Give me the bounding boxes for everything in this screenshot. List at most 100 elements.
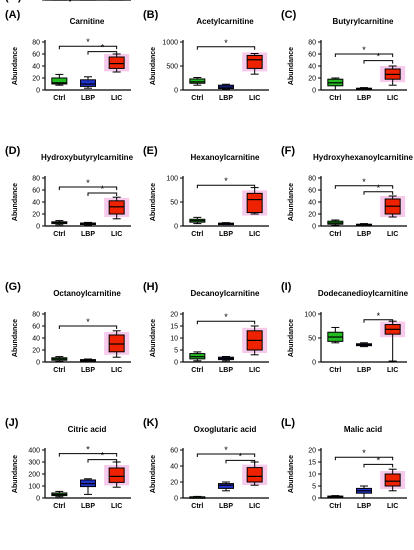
x-category-label: LIC (111, 0, 122, 2)
y-tick-label: 40 (308, 64, 316, 71)
x-category-label: Ctrl (329, 367, 341, 374)
x-category-label: LBP (357, 231, 371, 238)
y-tick-label: 40 (32, 336, 40, 343)
x-category-label: LBP (81, 367, 95, 374)
y-axis-label: Abundance (150, 47, 157, 85)
y-tick-label: 50 (170, 200, 178, 207)
y-tick-label: 0 (36, 496, 40, 503)
panel-label: (G) (5, 281, 21, 293)
box-lic (384, 473, 401, 487)
x-category-label: LBP (81, 0, 95, 2)
x-category-label: LBP (81, 231, 95, 238)
significance-bracket (363, 319, 394, 323)
y-tick-label: 20 (170, 312, 178, 319)
significance-bracket (196, 46, 256, 50)
y-tick-label: 60 (32, 52, 40, 59)
y-tick-label: 60 (32, 188, 40, 195)
box-lic (246, 192, 263, 214)
significance-star: * (86, 178, 90, 188)
significance-bracket (87, 459, 118, 463)
panel-title: Decanoylcarnitine (191, 289, 260, 298)
chart-panel: (A) Carnitine Abundance 0 20 40 60 80 Ctrl LBP LIC… (5, 9, 131, 102)
panel-title: Acetylcarnitine (196, 17, 254, 26)
y-tick-label: 200 (28, 472, 40, 479)
y-tick-label: 60 (308, 52, 316, 59)
panel-label: (C) (281, 9, 297, 21)
y-axis-label: Abundance (12, 455, 19, 493)
y-tick-label: 40 (32, 0, 40, 2)
y-tick-label: 1000 (162, 40, 178, 47)
x-category-label: Ctrl (53, 0, 65, 2)
x-category-label: LIC (249, 231, 260, 238)
panel-label: (B) (143, 9, 159, 21)
significance-bracket (58, 186, 118, 190)
y-tick-label: 0 (312, 88, 316, 95)
y-tick-label: 100 (28, 484, 40, 491)
y-tick-label: 40 (32, 64, 40, 71)
panel-label: (D) (5, 145, 21, 157)
y-tick-label: 15 (308, 460, 316, 467)
y-axis-label: Abundance (150, 455, 157, 493)
y-tick-label: 20 (32, 0, 40, 2)
x-category-label: LBP (81, 503, 95, 510)
y-tick-label: 300 (28, 460, 40, 467)
box-lbp (80, 79, 96, 87)
box-lbp (218, 483, 234, 489)
y-tick-label: 0 (36, 224, 40, 231)
x-category-label: LBP (219, 503, 233, 510)
box-lic (246, 54, 263, 69)
y-tick-label: 0 (312, 496, 316, 503)
x-category-label: LIC (249, 95, 260, 102)
y-tick-label: 400 (28, 448, 40, 455)
y-tick-label: 15 (170, 324, 178, 331)
y-tick-label: 0 (312, 360, 316, 367)
panel-label: (F) (281, 145, 295, 157)
panel-label: (J) (5, 417, 19, 429)
panel-label: (H) (143, 281, 159, 293)
significance-star: * (86, 37, 90, 47)
x-category-label: LIC (111, 95, 122, 102)
panel-title: Hexanoylcarnitine (191, 153, 260, 162)
significance-star: * (224, 176, 228, 186)
x-category-label: LIC (387, 231, 398, 238)
panel-label: (I) (281, 281, 292, 293)
y-axis-label: Abundance (288, 183, 295, 221)
significance-bracket (196, 184, 256, 189)
chart-panel: (G) Octanoylcarnitine Abundance 0 20 40 60 80 Ct… (5, 281, 131, 374)
significance-bracket (58, 45, 118, 50)
y-axis-label: Abundance (288, 455, 295, 493)
panel-title: Hydroxyhexanoylcarnitine (313, 153, 414, 162)
chart-panel: (K) Oxoglutaric acid Abundance 0 20 40 60 Ctrl L… (143, 417, 269, 510)
y-tick-label: 10 (308, 472, 316, 479)
y-tick-label: 5 (174, 348, 178, 355)
significance-star: * (224, 445, 228, 455)
box-lic (108, 467, 125, 483)
y-tick-label: 40 (308, 200, 316, 207)
y-axis-label: Abundance (288, 47, 295, 85)
panel-title: Carnitine (70, 17, 105, 26)
y-tick-label: 0 (174, 360, 178, 367)
y-tick-label: 80 (32, 40, 40, 47)
y-axis-label: Abundance (12, 47, 19, 85)
x-category-label: Ctrl (53, 503, 65, 510)
y-tick-label: 500 (166, 64, 178, 71)
y-tick-label: 0 (36, 0, 40, 2)
y-tick-label: 0 (312, 224, 316, 231)
significance-bracket (87, 51, 118, 55)
y-tick-label: 10 (170, 336, 178, 343)
x-category-label: LBP (357, 95, 371, 102)
significance-star: * (224, 38, 228, 48)
box-lic (108, 200, 125, 215)
x-category-label: LIC (111, 367, 122, 374)
significance-star: * (101, 184, 105, 194)
chart-panel: (D) Hydroxybutyrylcarnitine Abundance 0 20 40… (5, 145, 134, 238)
y-axis-label: Abundance (150, 319, 157, 357)
x-category-label: LBP (357, 503, 371, 510)
significance-bracket (334, 53, 394, 57)
panel-title: Butyrylcarnitine (333, 17, 394, 26)
significance-bracket (58, 453, 118, 457)
panel-title: Oxoglutaric acid (194, 425, 257, 434)
x-category-label: Ctrl (53, 367, 65, 374)
